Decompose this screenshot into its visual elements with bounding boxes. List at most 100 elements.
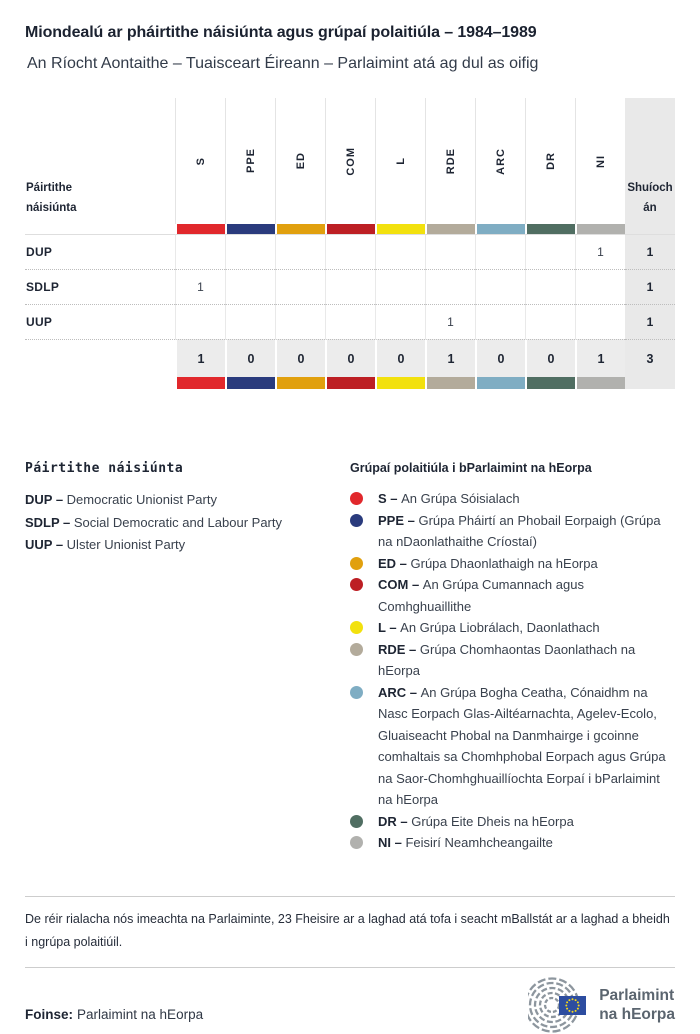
group-color-bar-ED	[275, 224, 325, 234]
footer: Foinse: Parlaimint na hEorpa	[25, 976, 675, 1034]
group-color-bar-S	[175, 224, 225, 234]
party-label-UUP: UUP	[25, 304, 175, 339]
divider-bottom	[25, 966, 675, 968]
legend-name-ED: Grúpa Dhaonlathaigh na hEorpa	[410, 555, 598, 571]
cell-UUP-ARC	[475, 304, 525, 339]
ep-logo-line2: na hEorpa	[599, 1005, 675, 1023]
legend-name-SDLP: Social Democratic and Labour Party	[73, 514, 282, 530]
legend-abbr-ARC: ARC –	[378, 684, 421, 700]
legend-name-DUP: Democratic Unionist Party	[66, 492, 217, 507]
seats-column-header: Shuíochán	[625, 98, 675, 224]
bar-row-spacer	[25, 377, 175, 389]
total-NI: 1	[575, 339, 625, 377]
ep-logo: Parlaimint na hEorpa	[528, 976, 675, 1034]
column-header-L: L	[375, 98, 425, 224]
seats-DUP: 1	[625, 234, 675, 269]
cell-SDLP-S: 1	[175, 269, 225, 304]
group-color-bar-DR	[525, 377, 575, 389]
cell-UUP-COM	[325, 304, 375, 339]
page-subtitle: An Ríocht Aontaithe – Tuaisceart Éireann…	[27, 55, 539, 72]
legend-abbr-L: L –	[378, 620, 401, 635]
legend-item-SDLP: SDLP – Social Democratic and Labour Part…	[25, 512, 350, 535]
legend-item-COM: COM – An Grúpa Cumannach agus Comhghuail…	[350, 574, 675, 617]
legend-name-COM: An Grúpa Cumannach agus Comhghuaillithe	[378, 577, 584, 614]
group-color-bar-COM	[325, 224, 375, 234]
legend-color-dot-COM	[350, 578, 363, 591]
totals-row-spacer	[25, 339, 175, 377]
column-header-label-ARC: ARC	[494, 147, 507, 175]
legend-national-parties: Páirtithe náisiúnta DUP – Democratic Uni…	[25, 461, 350, 854]
column-header-NI: NI	[575, 98, 625, 224]
column-header-label-ED: ED	[294, 152, 307, 170]
cell-UUP-L	[375, 304, 425, 339]
legend-color-dot-ED	[350, 556, 363, 570]
legend-abbr-UUP: UUP –	[25, 537, 67, 552]
bar-row-spacer	[25, 224, 175, 234]
total-PPE: 0	[225, 339, 275, 377]
source-line: Foinse: Parlaimint na hEorpa	[25, 1007, 203, 1022]
column-header-S: S	[175, 98, 225, 224]
group-color-bar-NI	[575, 377, 625, 389]
legend-color-dot-ARC	[350, 685, 363, 699]
footnote: De réir rialacha nós imeachta na Parlaim…	[25, 911, 670, 949]
cell-DUP-DR	[525, 234, 575, 269]
column-header-DR: DR	[525, 98, 575, 224]
total-ARC: 0	[475, 339, 525, 377]
total-ED: 0	[275, 339, 325, 377]
cell-SDLP-COM	[325, 269, 375, 304]
cell-UUP-PPE	[225, 304, 275, 339]
column-header-label-COM: COM	[344, 146, 357, 176]
legend-item-NI: NI – Feisirí Neamhcheangailte	[350, 832, 675, 854]
cell-DUP-L	[375, 234, 425, 269]
total-COM: 0	[325, 339, 375, 377]
cell-DUP-NI: 1	[575, 234, 625, 269]
group-color-bar-ARC	[475, 377, 525, 389]
legend-name-ARC: An Grúpa Bogha Ceatha, Cónaidhm na Nasc …	[378, 684, 666, 808]
legend-name-PPE: Grúpa Pháirtí an Phobail Eorpaigh (Grúpa…	[378, 512, 661, 550]
group-color-bar-ED	[275, 377, 325, 389]
row-header-label: Páirtithe náisiúnta	[26, 181, 77, 215]
page-title: Miondealú ar pháirtithe náisiúnta agus g…	[25, 24, 537, 41]
legend-abbr-DUP: DUP –	[25, 492, 67, 507]
legend-name-NI: Feisirí Neamhcheangailte	[405, 835, 553, 850]
legend-item-S: S – An Grúpa Sóisialach	[350, 488, 675, 510]
group-color-bar-S	[175, 377, 225, 389]
total-RDE: 1	[425, 339, 475, 377]
legend-color-dot-RDE	[350, 642, 363, 656]
legend-color-dot-NI	[350, 836, 363, 849]
seats-UUP: 1	[625, 304, 675, 339]
ep-logo-line1: Parlaimint	[599, 986, 675, 1004]
group-color-bar-COM	[325, 377, 375, 389]
legend-item-UUP: UUP – Ulster Unionist Party	[25, 534, 350, 557]
column-header-label-NI: NI	[594, 154, 607, 168]
group-color-bar-L	[375, 377, 425, 389]
cell-DUP-COM	[325, 234, 375, 269]
legend-item-RDE: RDE – Grúpa Chomhaontas Daonlathach na h…	[350, 639, 675, 682]
cell-UUP-NI	[575, 304, 625, 339]
legends-section: Páirtithe náisiúnta DUP – Democratic Uni…	[25, 461, 675, 854]
legend-color-dot-L	[350, 621, 363, 634]
legend-abbr-COM: COM –	[378, 577, 423, 592]
party-label-DUP: DUP	[25, 234, 175, 269]
legend-name-RDE: Grúpa Chomhaontas Daonlathach na hEorpa	[378, 641, 636, 679]
cell-SDLP-NI	[575, 269, 625, 304]
legend-name-UUP: Ulster Unionist Party	[66, 537, 186, 552]
column-header-RDE: RDE	[425, 98, 475, 224]
seats-column-fill	[625, 224, 675, 234]
column-header-COM: COM	[325, 98, 375, 224]
source-label: Foinse:	[25, 1006, 74, 1022]
group-color-bar-RDE	[425, 377, 475, 389]
cell-UUP-DR	[525, 304, 575, 339]
group-color-bar-RDE	[425, 224, 475, 234]
cell-SDLP-L	[375, 269, 425, 304]
column-header-label-PPE: PPE	[244, 148, 257, 174]
legend-item-L: L – An Grúpa Liobrálach, Daonlathach	[350, 617, 675, 639]
column-header-PPE: PPE	[225, 98, 275, 224]
legend-parties-heading: Páirtithe náisiúnta	[25, 461, 184, 476]
legend-item-ED: ED – Grúpa Dhaonlathaigh na hEorpa	[350, 553, 675, 575]
cell-DUP-ARC	[475, 234, 525, 269]
group-color-bar-L	[375, 224, 425, 234]
legend-color-dot-PPE	[350, 513, 363, 527]
column-header-ARC: ARC	[475, 98, 525, 224]
cell-DUP-PPE	[225, 234, 275, 269]
